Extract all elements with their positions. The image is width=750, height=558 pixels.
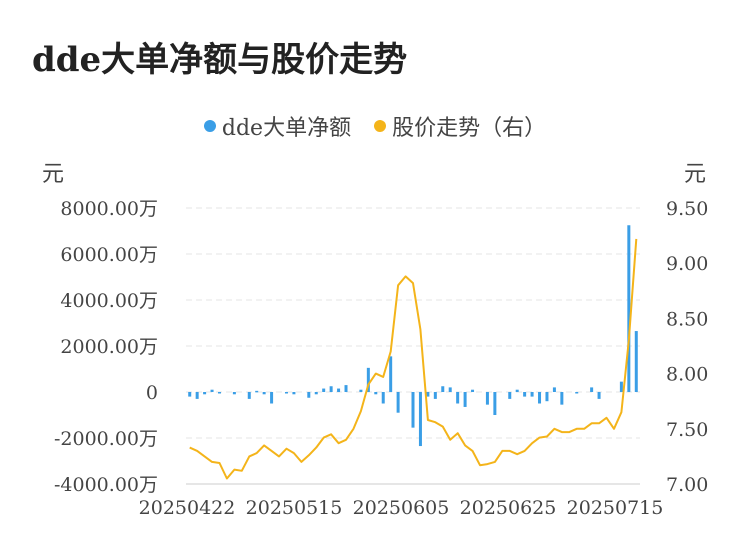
legend-item-price[interactable]: 股价走势（右）	[374, 110, 546, 142]
bar-dde	[456, 392, 460, 404]
bar-dde	[590, 387, 594, 392]
bar-dde	[255, 390, 259, 393]
bar-dde	[597, 392, 601, 399]
bar-dde	[552, 387, 556, 392]
bar-dde	[433, 392, 437, 399]
bar-dde	[188, 392, 192, 397]
left-tick-label: -2000.00万	[54, 428, 158, 450]
bar-dde	[210, 389, 214, 392]
bar-dde	[471, 389, 475, 392]
bar-dde	[538, 392, 542, 404]
right-tick-label: 8.00	[666, 364, 708, 386]
x-tick-label: 20250515	[246, 497, 343, 519]
left-tick-label: 8000.00万	[60, 198, 158, 220]
bar-dde	[418, 392, 422, 447]
bar-dde	[217, 392, 221, 394]
bar-dde	[627, 225, 631, 392]
bar-dde	[203, 392, 207, 395]
bar-dde	[515, 389, 519, 392]
bar-dde	[262, 392, 266, 395]
bar-dde	[485, 392, 489, 405]
x-tick-label: 20250605	[353, 497, 450, 519]
bar-dde	[329, 386, 333, 392]
bar-dde	[396, 392, 400, 413]
bar-dde	[523, 392, 527, 397]
bar-dde	[284, 392, 288, 394]
right-tick-label: 7.50	[666, 419, 708, 441]
bar-dde	[448, 387, 452, 392]
x-tick-label: 20250625	[460, 497, 557, 519]
bar-dde	[314, 392, 318, 395]
bar-dde	[366, 367, 370, 392]
bar-dde	[374, 392, 378, 395]
legend-dot-price	[374, 120, 387, 132]
bar-dde	[560, 392, 564, 405]
bar-dde	[359, 389, 363, 392]
bar-dde	[381, 392, 385, 404]
bar-dde	[493, 392, 497, 415]
chart-title: dde大单净额与股价走势	[32, 40, 408, 80]
bar-dde	[441, 386, 445, 392]
bar-dde	[247, 392, 251, 399]
bar-dde	[307, 392, 311, 398]
bar-dde	[270, 392, 274, 404]
left-axis-unit: 元	[42, 162, 65, 187]
bar-dde	[337, 388, 341, 392]
series-line-price	[189, 238, 638, 480]
bar-dde	[545, 392, 549, 402]
bar-dde	[619, 381, 623, 392]
legend: dde大单净额 股价走势（右）	[0, 110, 750, 142]
right-tick-label: 8.50	[666, 308, 708, 330]
bar-dde	[344, 385, 348, 392]
legend-label-dde: dde大单净额	[221, 116, 352, 141]
bar-dde	[389, 356, 393, 392]
bar-dde	[634, 331, 638, 392]
bar-dde	[232, 392, 236, 395]
right-tick-label: 9.50	[666, 198, 708, 220]
x-tick-label: 20250715	[567, 497, 664, 519]
bar-dde	[575, 392, 579, 394]
left-tick-label: -4000.00万	[54, 474, 158, 496]
left-tick-label: 4000.00万	[60, 290, 158, 312]
bar-dde	[292, 392, 296, 395]
bar-dde	[463, 392, 467, 407]
x-tick-label: 20250422	[139, 497, 236, 519]
right-tick-label: 7.00	[666, 474, 708, 496]
right-axis-unit: 元	[684, 162, 707, 187]
bar-dde	[195, 392, 199, 399]
legend-item-dde[interactable]: dde大单净额	[203, 110, 352, 142]
right-tick-label: 9.00	[666, 253, 708, 275]
left-tick-label: 2000.00万	[60, 336, 158, 358]
bar-dde	[426, 392, 430, 397]
bar-dde	[322, 388, 326, 392]
legend-label-price: 股价走势（右）	[392, 116, 547, 141]
legend-dot-dde	[203, 120, 216, 132]
bar-dde	[508, 392, 512, 399]
bar-dde	[411, 392, 415, 428]
left-tick-label: 0	[146, 382, 158, 404]
bar-dde	[530, 392, 534, 397]
left-tick-label: 6000.00万	[60, 244, 158, 266]
